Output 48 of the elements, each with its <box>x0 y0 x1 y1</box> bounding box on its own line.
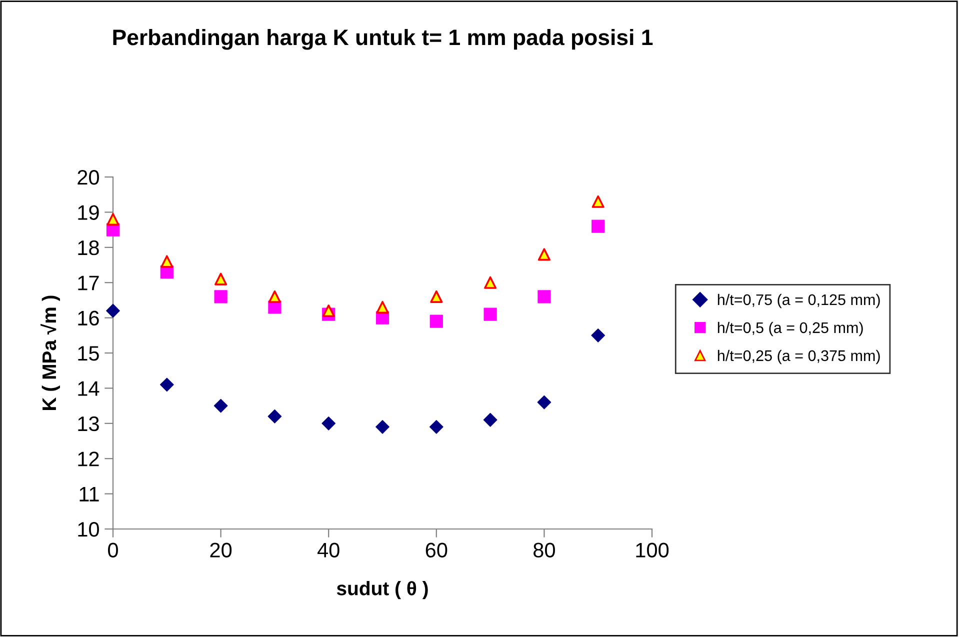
x-tick-label: 60 <box>426 542 448 558</box>
legend-label: h/t=0,75 (a = 0,125 mm) <box>718 294 880 308</box>
y-tick-label: 14 <box>78 381 100 396</box>
y-axis-title: K ( MPa √m ) <box>40 296 60 410</box>
y-tick-label: 18 <box>78 240 99 256</box>
point <box>430 314 443 328</box>
point <box>537 395 552 410</box>
point <box>322 304 335 318</box>
point <box>322 416 336 430</box>
point <box>214 398 228 413</box>
point <box>484 276 497 289</box>
point <box>484 308 497 321</box>
point <box>268 409 282 424</box>
point <box>592 195 604 208</box>
point <box>376 420 390 434</box>
y-tick-label: 19 <box>78 205 99 220</box>
point <box>538 290 551 304</box>
point <box>106 304 120 318</box>
x-tick-label: 100 <box>636 542 669 558</box>
point <box>268 290 281 303</box>
point <box>430 290 443 303</box>
y-tick-label: 12 <box>78 452 99 466</box>
y-tick-label: 13 <box>78 416 99 432</box>
y-tick-label: 11 <box>80 487 99 502</box>
x-tick-label: 80 <box>534 542 555 558</box>
point <box>214 290 228 304</box>
point <box>106 212 120 226</box>
point <box>592 220 605 233</box>
x-axis-title: sudut ( θ ) <box>336 581 428 600</box>
y-tick-label: 20 <box>78 170 99 185</box>
x-tick-label: 0 <box>108 542 118 558</box>
x-tick-label: 20 <box>210 542 232 558</box>
legend-label: h/t=0,25 (a = 0,375 mm) <box>718 350 880 364</box>
point <box>214 272 228 286</box>
legend-label: h/t=0,5 (a = 0,25 mm) <box>718 322 863 336</box>
point <box>591 328 606 342</box>
chart-title: Perbandingan harga K untuk t= 1 mm pada posisi 1 <box>113 28 653 50</box>
point <box>483 412 498 427</box>
point <box>538 248 550 261</box>
x-tick-label: 40 <box>317 542 340 558</box>
y-tick-label: 15 <box>78 346 99 361</box>
y-tick-label: 16 <box>78 310 99 326</box>
point <box>160 255 174 268</box>
y-tick-label: 17 <box>78 276 99 290</box>
point <box>376 300 389 314</box>
point <box>429 420 444 434</box>
point <box>160 378 174 392</box>
y-tick-label: 10 <box>78 522 99 537</box>
